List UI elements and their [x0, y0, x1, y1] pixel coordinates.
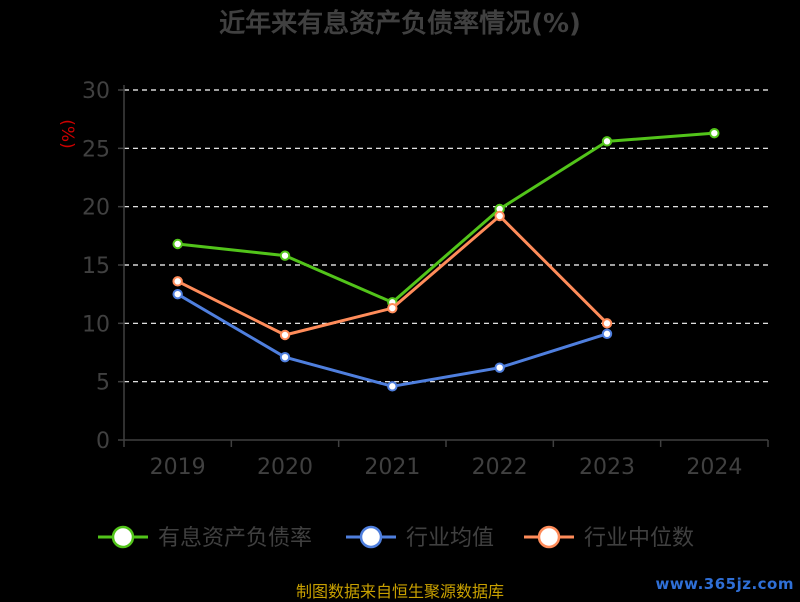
y-tick-label-30: 30: [82, 79, 110, 104]
y-tick-label-10: 10: [82, 312, 110, 337]
x-tick-label-2022: 2022: [472, 455, 528, 480]
data-point-1-2019: [172, 288, 183, 300]
data-point-0-2024: [709, 127, 720, 139]
legend-marker-0: [111, 525, 135, 549]
data-point-1-2020: [279, 351, 291, 363]
data-point-2-2023: [601, 318, 613, 329]
axes: [118, 85, 769, 447]
legend-label-2: 行业中位数: [584, 526, 694, 551]
y-tick-label-5: 5: [96, 371, 110, 396]
data-point-1-2021: [387, 381, 398, 392]
data-point-2-2019: [172, 276, 183, 287]
x-tick-label-2023: 2023: [579, 455, 635, 480]
chart-title: 近年来有息资产负债率情况(%): [219, 8, 581, 39]
x-tick-label-2021: 2021: [364, 455, 420, 480]
data-point-2-2021: [387, 302, 398, 314]
data-point-0-2020: [279, 250, 291, 261]
series-line-2: [176, 214, 609, 337]
x-tick-label-2024: 2024: [686, 455, 742, 480]
data-point-1-2023: [601, 328, 613, 340]
legend-marker-1: [359, 525, 383, 549]
watermark: www.365jz.com: [655, 575, 794, 593]
y-tick-label-20: 20: [82, 196, 110, 221]
series-lines: [172, 127, 720, 392]
data-source-note: 制图数据来自恒生聚源数据库: [295, 582, 504, 601]
data-point-2-2022: [494, 210, 505, 222]
y-tick-label-25: 25: [82, 137, 110, 162]
y-tick-labels: 0 5 10 15 20 25 30: [82, 79, 110, 454]
data-point-0-2019: [172, 238, 183, 250]
y-tick-label-0: 0: [96, 429, 110, 454]
data-point-2-2020: [279, 329, 291, 341]
y-tick-label-15: 15: [82, 254, 110, 279]
data-point-1-2022: [494, 362, 505, 373]
grid-lines: [124, 89, 768, 383]
data-point-0-2023: [601, 136, 613, 147]
x-tick-labels: 2019 2020 2021 2022 2023 2024: [150, 455, 743, 480]
legend-marker-2: [537, 525, 561, 549]
legend-label-1: 行业均值: [406, 526, 494, 551]
series-line-0: [177, 131, 715, 304]
x-tick-label-2020: 2020: [257, 455, 313, 480]
x-tick-label-2019: 2019: [150, 455, 206, 480]
legend[interactable]: 有息资产负债率 行业均值 行业中位数: [98, 525, 694, 551]
legend-label-0: 有息资产负债率: [158, 526, 312, 551]
y-axis-label: (%): [57, 119, 77, 148]
